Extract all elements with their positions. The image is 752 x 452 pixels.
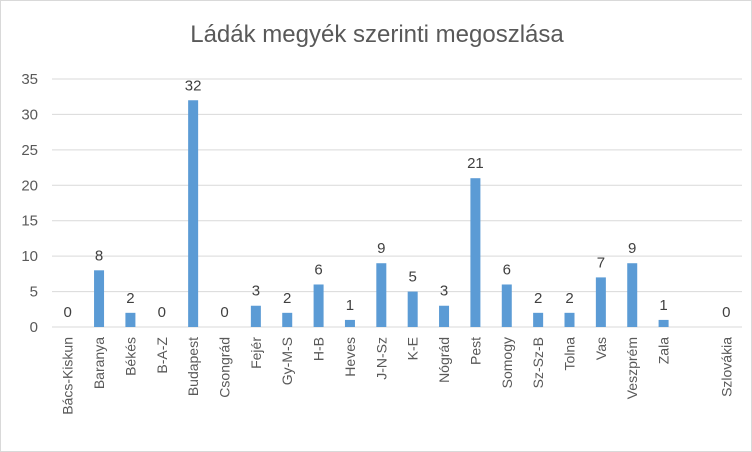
data-label: 1 xyxy=(659,297,667,314)
data-label: 6 xyxy=(314,261,322,278)
data-label: 0 xyxy=(220,304,228,321)
bar xyxy=(282,312,293,327)
data-label: 6 xyxy=(503,261,511,278)
bar xyxy=(439,305,450,327)
data-label: 3 xyxy=(252,283,260,300)
bar xyxy=(470,178,481,327)
x-tick-label: Vas xyxy=(593,337,609,360)
chart-title: Ládák megyék szerinti megoszlása xyxy=(190,21,564,48)
data-label: 0 xyxy=(158,304,166,321)
x-tick-label: Pest xyxy=(467,337,483,365)
x-tick-label: Fejér xyxy=(248,337,264,369)
data-label: 1 xyxy=(346,297,354,314)
x-tick-label: Nógrád xyxy=(436,337,452,383)
data-label: 8 xyxy=(95,247,103,264)
data-label: 2 xyxy=(565,290,573,307)
y-tick-label: 25 xyxy=(21,142,38,159)
data-label: 9 xyxy=(377,240,385,257)
x-tick-label: Békés xyxy=(122,337,138,376)
data-label: 5 xyxy=(409,269,417,286)
data-label: 2 xyxy=(126,290,134,307)
x-tick-label: Szlovákia xyxy=(718,337,734,397)
x-tick-label: Veszprém xyxy=(624,337,640,399)
bar xyxy=(344,319,355,327)
data-label: 2 xyxy=(534,290,542,307)
x-tick-label: Csongrád xyxy=(217,337,233,398)
x-tick-label: Bács-Kiskun xyxy=(60,337,76,415)
y-tick-label: 35 xyxy=(21,71,38,88)
x-tick-label: B-A-Z xyxy=(154,337,170,374)
y-tick-label: 10 xyxy=(21,248,38,265)
bar xyxy=(501,284,512,327)
data-label: 2 xyxy=(283,290,291,307)
x-tick-label: Sz-Sz-B xyxy=(530,337,546,388)
data-label: 3 xyxy=(440,283,448,300)
bar xyxy=(250,305,261,327)
x-tick-label: Baranya xyxy=(91,337,107,389)
x-tick-label: J-N-Sz xyxy=(373,337,389,380)
data-label: 0 xyxy=(64,304,72,321)
x-tick-label: Heves xyxy=(342,337,358,377)
y-tick-label: 15 xyxy=(21,213,38,230)
bar xyxy=(627,263,638,327)
bar xyxy=(533,312,544,327)
data-label: 7 xyxy=(597,254,605,271)
x-tick-label: Zala xyxy=(656,337,672,364)
data-label: 0 xyxy=(722,304,730,321)
bar xyxy=(188,100,199,327)
data-label: 21 xyxy=(467,155,484,172)
bar xyxy=(658,319,669,327)
y-tick-label: 30 xyxy=(21,106,38,123)
x-tick-label: K-E xyxy=(405,337,421,360)
x-tick-label: H-B xyxy=(311,337,327,361)
data-label: 9 xyxy=(628,240,636,257)
x-tick-label: Budapest xyxy=(185,337,201,396)
bar xyxy=(564,312,575,327)
y-tick-label: 0 xyxy=(30,319,38,336)
x-tick-label: Gy-M-S xyxy=(279,337,295,385)
data-label: 32 xyxy=(185,77,202,94)
y-tick-label: 20 xyxy=(21,177,38,194)
y-tick-label: 5 xyxy=(30,284,38,301)
x-tick-label: Somogy xyxy=(499,337,515,388)
bar xyxy=(595,277,606,327)
bar xyxy=(94,270,105,327)
bar xyxy=(313,284,324,327)
bar xyxy=(376,263,387,327)
bar xyxy=(407,291,418,327)
bar xyxy=(125,312,136,327)
x-tick-label: Tolna xyxy=(562,337,578,371)
